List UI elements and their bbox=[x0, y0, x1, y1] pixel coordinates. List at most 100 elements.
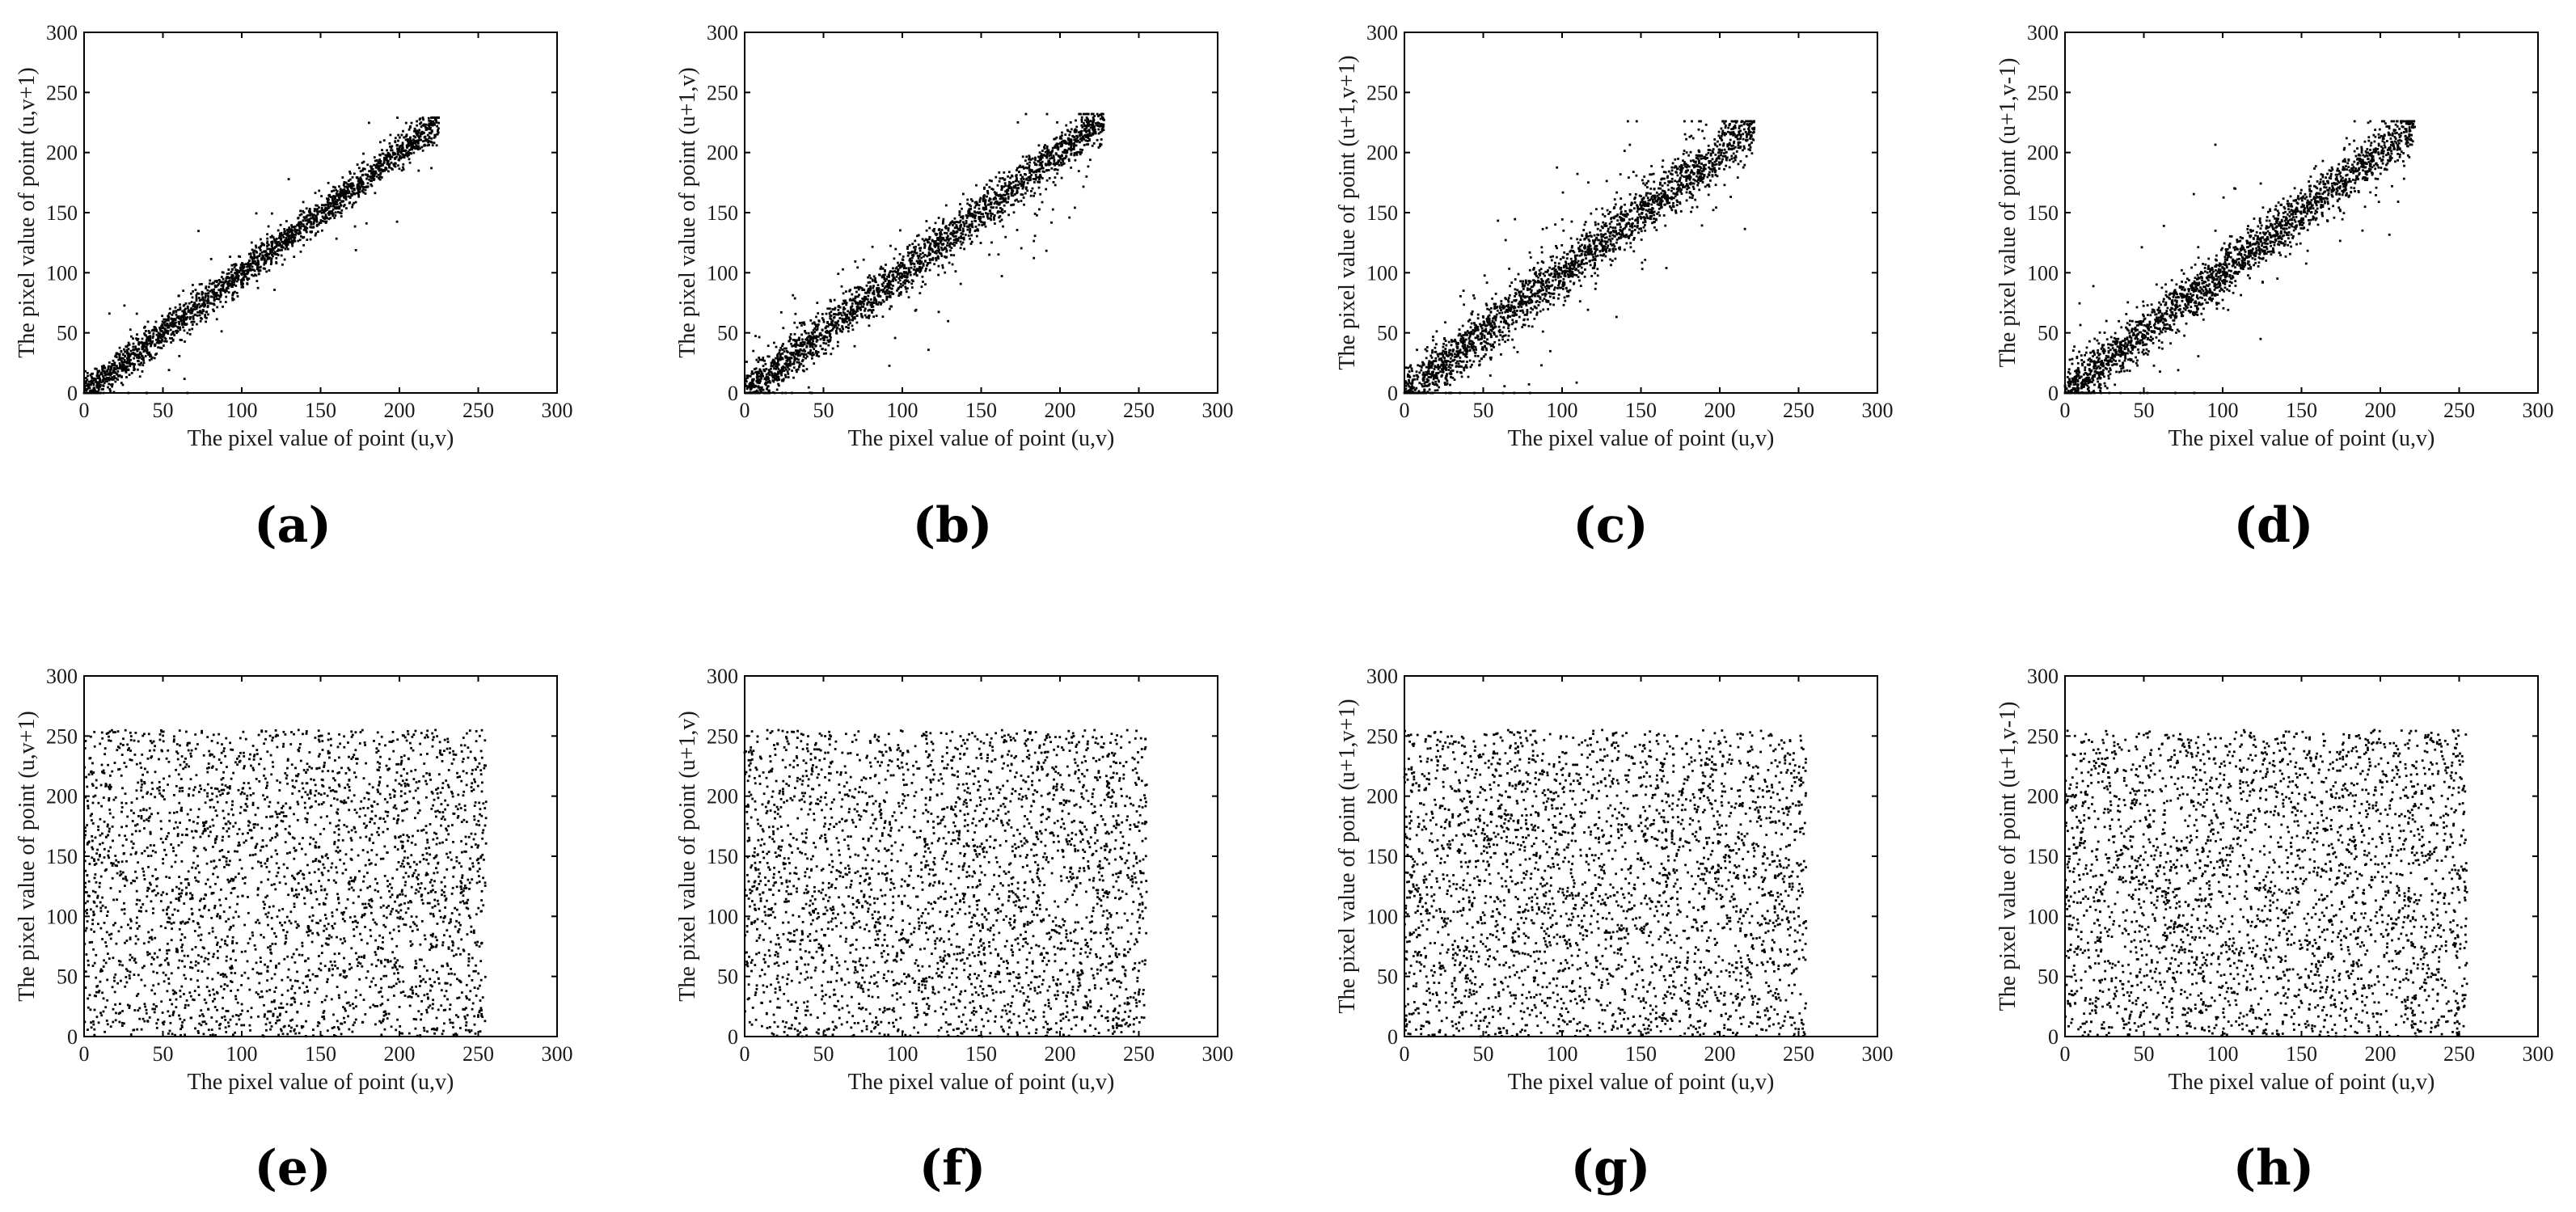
data-point bbox=[270, 261, 273, 264]
data-point bbox=[1050, 150, 1054, 154]
data-point bbox=[782, 343, 784, 345]
data-point bbox=[310, 213, 313, 216]
data-point bbox=[204, 292, 207, 295]
data-point bbox=[850, 309, 852, 311]
data-point bbox=[825, 342, 828, 345]
data-point bbox=[916, 234, 918, 238]
data-point bbox=[413, 140, 416, 142]
data-point bbox=[952, 239, 956, 242]
data-point bbox=[829, 315, 832, 317]
data-point bbox=[1016, 189, 1019, 192]
data-point bbox=[148, 359, 151, 361]
data-point bbox=[1030, 170, 1033, 173]
data-point bbox=[807, 332, 810, 335]
data-point bbox=[961, 227, 965, 230]
data-point bbox=[1049, 152, 1053, 154]
data-point bbox=[798, 336, 800, 340]
data-point bbox=[400, 169, 403, 172]
data-point bbox=[1083, 129, 1086, 132]
data-point bbox=[302, 219, 305, 222]
data-point bbox=[905, 287, 907, 290]
data-point bbox=[1020, 184, 1023, 188]
data-point bbox=[949, 237, 952, 240]
data-point bbox=[335, 192, 338, 195]
data-point bbox=[382, 163, 384, 167]
data-point bbox=[215, 298, 218, 300]
data-point bbox=[272, 238, 276, 241]
data-point bbox=[931, 258, 934, 261]
data-point bbox=[928, 226, 931, 230]
data-point bbox=[274, 241, 277, 244]
data-point bbox=[181, 323, 184, 326]
data-point bbox=[1031, 157, 1034, 160]
data-point bbox=[1727, 126, 1730, 129]
data-point bbox=[123, 304, 126, 307]
data-point bbox=[1004, 190, 1007, 193]
data-point bbox=[940, 230, 942, 234]
data-point bbox=[235, 291, 239, 294]
data-point bbox=[302, 201, 305, 204]
data-point bbox=[267, 243, 270, 247]
data-point bbox=[348, 178, 352, 181]
data-point bbox=[201, 293, 204, 296]
data-point bbox=[1643, 175, 1646, 178]
data-point bbox=[198, 299, 201, 302]
data-point bbox=[966, 202, 969, 205]
data-point bbox=[278, 242, 281, 245]
data-point bbox=[153, 357, 156, 360]
data-point bbox=[93, 377, 95, 380]
data-point bbox=[152, 332, 155, 335]
data-point bbox=[747, 374, 750, 378]
data-point bbox=[833, 298, 836, 302]
data-point bbox=[429, 141, 433, 143]
data-point bbox=[158, 346, 162, 349]
data-point bbox=[320, 204, 323, 206]
data-point bbox=[1022, 196, 1025, 199]
data-point bbox=[919, 253, 922, 255]
data-point bbox=[775, 378, 778, 380]
data-point bbox=[155, 328, 158, 332]
data-point bbox=[290, 243, 293, 245]
data-point bbox=[297, 222, 300, 226]
data-point bbox=[928, 268, 931, 272]
data-point bbox=[1052, 163, 1055, 166]
data-point bbox=[993, 216, 995, 219]
data-point bbox=[1586, 253, 1590, 255]
data-point bbox=[108, 361, 111, 364]
data-point bbox=[795, 352, 798, 355]
data-point bbox=[937, 245, 940, 248]
data-point bbox=[159, 333, 163, 336]
data-point bbox=[810, 342, 813, 345]
data-point bbox=[927, 251, 931, 254]
data-point bbox=[141, 357, 143, 361]
data-point bbox=[970, 220, 973, 223]
data-point bbox=[916, 255, 919, 257]
data-point bbox=[1062, 158, 1065, 160]
data-point bbox=[137, 337, 140, 340]
data-point bbox=[249, 264, 252, 267]
data-point bbox=[256, 255, 260, 258]
data-point bbox=[184, 312, 187, 315]
data-point bbox=[1717, 130, 1721, 133]
data-point bbox=[155, 341, 158, 344]
data-point bbox=[423, 131, 425, 134]
data-point bbox=[131, 353, 133, 355]
data-point bbox=[370, 179, 373, 183]
data-point bbox=[939, 236, 941, 239]
data-point bbox=[253, 254, 255, 257]
data-point bbox=[227, 291, 230, 293]
data-point bbox=[940, 246, 943, 249]
data-point bbox=[836, 344, 839, 348]
data-point bbox=[939, 234, 942, 237]
data-point bbox=[412, 144, 414, 146]
data-point bbox=[260, 251, 264, 254]
data-point bbox=[241, 262, 243, 264]
data-point bbox=[298, 232, 300, 235]
data-point bbox=[172, 318, 175, 321]
data-point bbox=[416, 147, 419, 150]
data-point bbox=[270, 260, 272, 262]
data-point bbox=[749, 388, 752, 391]
data-point bbox=[402, 153, 404, 156]
data-point bbox=[308, 208, 311, 210]
data-point bbox=[888, 276, 890, 278]
